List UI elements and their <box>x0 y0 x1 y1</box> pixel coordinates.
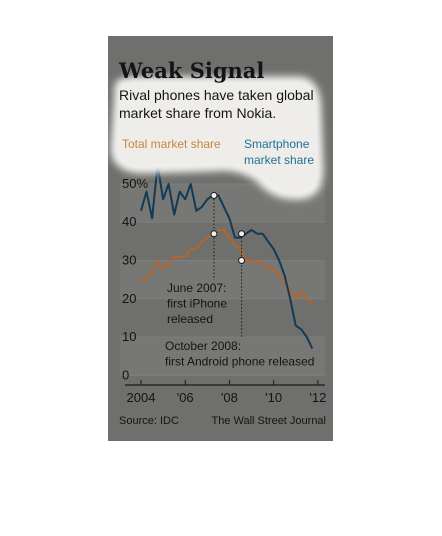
y-tick-label: 40 <box>122 214 136 229</box>
x-tick-label: '10 <box>265 390 282 405</box>
overlay: 0 10 20 30 40 50% 2004 '06 '08 '10 '12 June 2007: fi… <box>119 176 326 427</box>
grid-band <box>120 337 325 376</box>
subtitle: Rival phones have taken global market sh… <box>119 87 314 121</box>
credit: The Wall Street Journal <box>211 415 326 427</box>
annotation-text: released <box>167 312 213 326</box>
legend-entry: Smartphone market share <box>244 137 315 167</box>
highlight <box>118 84 317 192</box>
annotation-marker <box>210 230 218 238</box>
annotation-marker <box>238 230 246 238</box>
annotation-text: October 2008: <box>165 339 241 353</box>
legend-entry: Total market share <box>122 137 221 151</box>
chart-title: Weak Signal <box>118 58 264 83</box>
source: Source: IDC <box>119 415 179 427</box>
annotation-text: June 2007: <box>167 281 226 295</box>
y-tick-label: 30 <box>122 253 136 268</box>
x-tick-label: '08 <box>221 390 238 405</box>
y-tick-label: 10 <box>122 329 136 344</box>
x-tick-label: '06 <box>177 390 194 405</box>
series-line <box>140 163 314 350</box>
y-tick-label: 50% <box>122 176 148 191</box>
x-tick-label: 2004 <box>127 390 156 405</box>
annotation-marker <box>210 191 218 199</box>
y-tick-label: 0 <box>122 367 129 382</box>
annotation-marker <box>238 257 246 265</box>
plot <box>120 163 325 386</box>
y-tick-label: 20 <box>122 291 136 306</box>
annotation-text: first Android phone released <box>165 355 314 369</box>
x-tick-label: '12 <box>309 390 326 405</box>
series-line <box>141 228 313 304</box>
annotation-text: first iPhone <box>167 297 227 311</box>
